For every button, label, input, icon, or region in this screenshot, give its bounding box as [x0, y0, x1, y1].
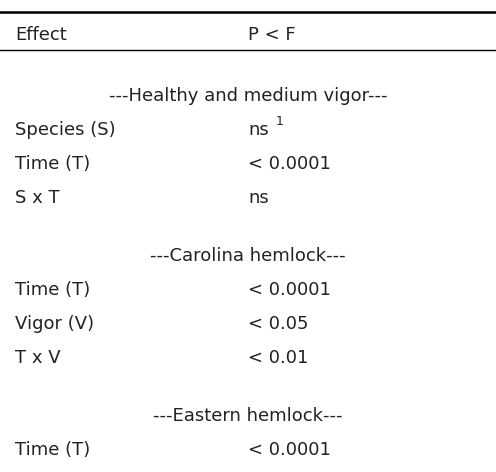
Text: Time (T): Time (T): [15, 281, 90, 299]
Text: P < F: P < F: [248, 26, 296, 44]
Text: < 0.0001: < 0.0001: [248, 155, 331, 173]
Text: Effect: Effect: [15, 26, 66, 44]
Text: ---Carolina hemlock---: ---Carolina hemlock---: [150, 247, 346, 265]
Text: Species (S): Species (S): [15, 121, 116, 139]
Text: ns: ns: [248, 189, 269, 207]
Text: 1: 1: [275, 115, 283, 128]
Text: ns: ns: [248, 121, 269, 139]
Text: < 0.05: < 0.05: [248, 315, 309, 333]
Text: ---Healthy and medium vigor---: ---Healthy and medium vigor---: [109, 87, 387, 105]
Text: < 0.0001: < 0.0001: [248, 281, 331, 299]
Text: Time (T): Time (T): [15, 441, 90, 459]
Text: Vigor (V): Vigor (V): [15, 315, 94, 333]
Text: T x V: T x V: [15, 349, 61, 367]
Text: ---Eastern hemlock---: ---Eastern hemlock---: [153, 407, 343, 425]
Text: Time (T): Time (T): [15, 155, 90, 173]
Text: S x T: S x T: [15, 189, 60, 207]
Text: < 0.0001: < 0.0001: [248, 441, 331, 459]
Text: < 0.01: < 0.01: [248, 349, 309, 367]
